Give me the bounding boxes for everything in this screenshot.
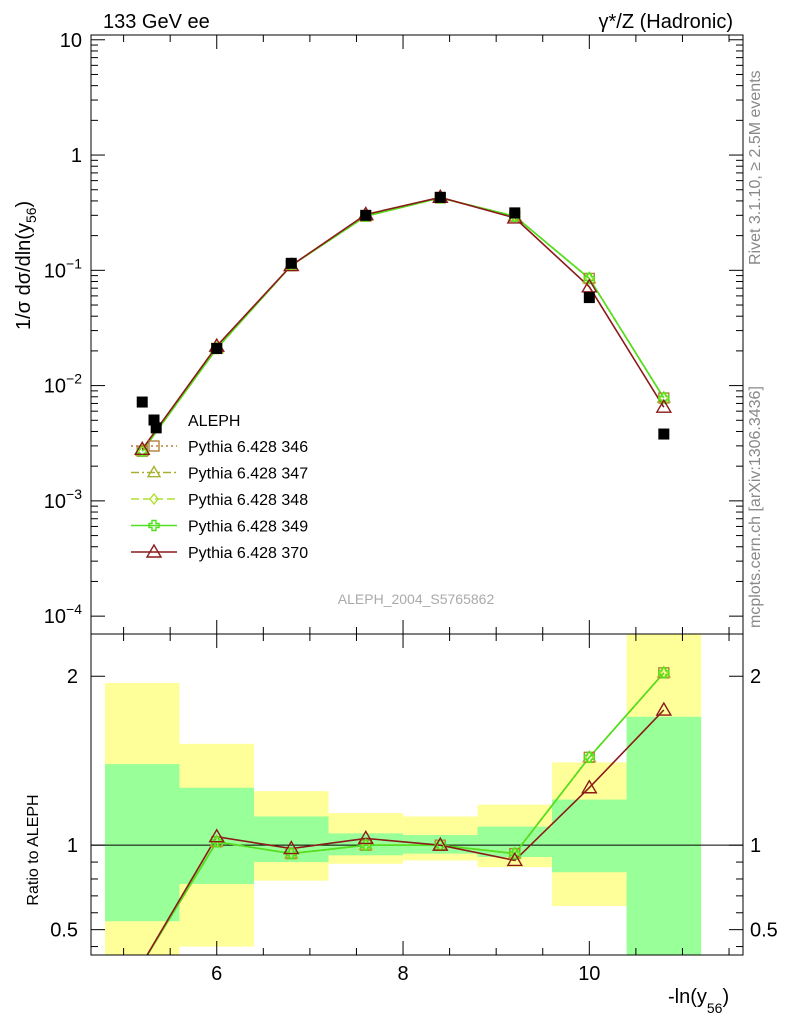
ratio-point-p370	[581, 779, 598, 794]
band-inner	[477, 826, 553, 858]
band-inner	[104, 764, 180, 922]
data-point-aleph	[509, 207, 521, 219]
legend-marker-p347	[146, 465, 162, 478]
point-p349	[583, 272, 596, 285]
ratio-ytick-label-left: 1	[67, 835, 78, 857]
legend-label-p347: Pythia 6.428 347	[188, 466, 308, 483]
ratio-point-p370	[357, 830, 374, 845]
data-point-aleph	[360, 209, 372, 221]
point-p370	[655, 398, 673, 413]
top-panel	[91, 35, 743, 634]
ytick-label: 10−1	[44, 255, 82, 282]
legend-marker-p370	[145, 543, 163, 558]
ratio-series	[146, 672, 665, 955]
xtick-label: 6	[211, 963, 222, 985]
rivet-label: Rivet 3.1.10, ≥ 2.5M events	[747, 70, 764, 265]
point-p349	[658, 392, 670, 404]
top-series	[141, 196, 665, 452]
bottom-frame	[90, 633, 744, 956]
ratio-markers	[208, 665, 673, 867]
ratio-bands	[91, 634, 743, 955]
ytick-label: 10	[60, 30, 82, 52]
header-left: 133 GeV ee	[103, 11, 210, 33]
ratio-point-p370	[208, 828, 225, 843]
ratio-point-p370	[283, 840, 300, 855]
ytick-label: 10−3	[44, 486, 82, 513]
ratio-point-p349	[583, 751, 596, 764]
data-point-aleph	[583, 292, 595, 304]
data-point-aleph	[434, 191, 446, 203]
ratio-point-p349	[360, 839, 372, 851]
xtick-label: 10	[578, 963, 600, 985]
ratio-line-p370	[146, 709, 665, 955]
ratio-ytick-label-right: 0.5	[750, 920, 778, 942]
legend-label-p346: Pythia 6.428 346	[188, 439, 308, 456]
band-inner	[552, 799, 627, 873]
ratio-point-p349	[285, 847, 297, 860]
legend-marker-p346	[148, 440, 160, 452]
series-line-p370	[141, 196, 665, 450]
ytick-label: 1	[71, 145, 82, 167]
band-inner	[254, 816, 329, 863]
legend-label-aleph: ALEPH	[188, 413, 240, 430]
xlabel: -ln(y56)	[668, 986, 729, 1016]
data-point-aleph	[211, 342, 223, 354]
legend-label-p349: Pythia 6.428 349	[188, 519, 308, 536]
ratio-ytick-label-right: 1	[750, 835, 761, 857]
ratio-point-p370	[655, 701, 673, 716]
ratio-point-p349	[211, 836, 223, 848]
data-point-aleph	[285, 257, 297, 269]
data-point-aleph	[150, 422, 162, 434]
ratio-point-p349	[658, 667, 670, 679]
top-ylabel: 1/σ dσ/dln(y56)	[13, 201, 39, 330]
ratio-ytick-label-left: 0.5	[50, 920, 78, 942]
series-line-p349	[141, 197, 665, 452]
xtick-label: 8	[397, 963, 408, 985]
analysis-label: ALEPH_2004_S5765862	[338, 591, 495, 607]
data-point-aleph	[136, 396, 148, 408]
top-markers	[134, 188, 673, 458]
top-plot-area	[91, 35, 743, 634]
ratio-point-p370	[506, 852, 524, 867]
legend: ALEPH Pythia 6.428 346 Pythia 6.428 347 Pyt…	[131, 413, 308, 562]
ratio-point-p370	[432, 836, 449, 851]
legend-marker-p348	[149, 492, 159, 506]
legend-label-p370: Pythia 6.428 370	[188, 545, 308, 562]
bottom-axes: 0.5 0.5 1 1 2 2 6 8 10	[50, 633, 778, 985]
ratio-ytick-label-left: 2	[67, 666, 78, 688]
ytick-label: 10−2	[44, 371, 82, 398]
mcplots-label: mcplots.cern.ch [arXiv:1306.3436]	[747, 386, 764, 628]
band-inner	[626, 716, 702, 955]
legend-label-p348: Pythia 6.428 348	[188, 492, 308, 509]
point-p370	[581, 278, 598, 293]
data-point-aleph	[658, 428, 670, 440]
legend-marker-p349	[148, 519, 160, 532]
legend-marker-aleph	[148, 414, 160, 426]
ratio-line-p349	[146, 672, 665, 955]
point-p370	[134, 440, 151, 456]
band-inner	[328, 833, 404, 856]
header-right: γ*/Z (Hadronic)	[599, 11, 733, 33]
ratio-ytick-label-right: 2	[750, 666, 761, 688]
ytick-label: 10−4	[44, 601, 82, 628]
bottom-ylabel: Ratio to ALEPH	[25, 794, 42, 905]
